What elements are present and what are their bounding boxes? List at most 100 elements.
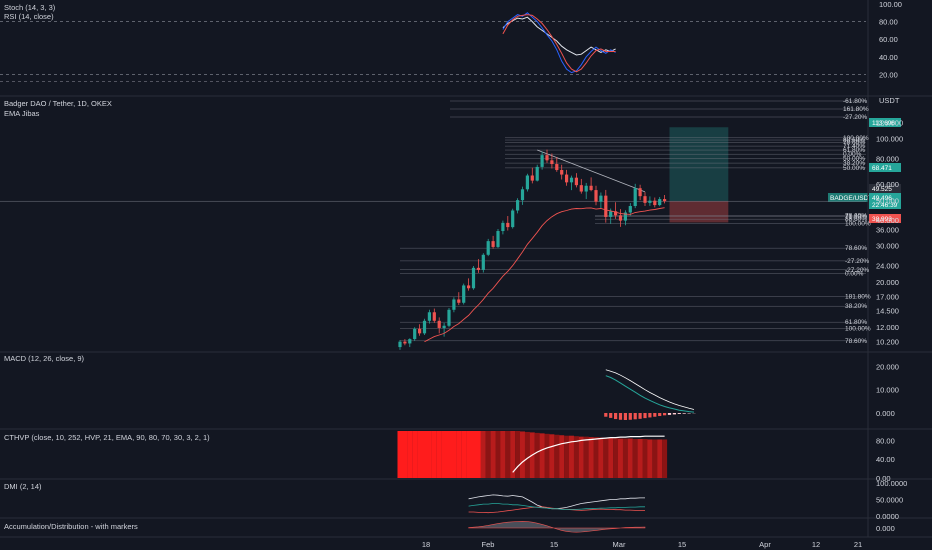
macd-histogram-bar (614, 413, 618, 420)
svg-text:38.993: 38.993 (872, 216, 892, 223)
candle-body (398, 341, 402, 348)
fib-label-near: 71.40% (845, 214, 867, 221)
cthvp-bar (431, 431, 437, 478)
macd-histogram-bar (672, 413, 676, 415)
fib-label-lower: 38.20% (845, 303, 867, 310)
candle-body (422, 320, 427, 334)
time-tick: 18 (422, 540, 430, 549)
macd-histogram-bar (682, 413, 686, 414)
price-tick: 36.000 (876, 226, 899, 235)
candle-body (481, 254, 485, 270)
cthvp-bar (412, 431, 418, 478)
cthvp-bar (569, 435, 574, 478)
candle-body (565, 174, 569, 183)
cthvp-bar (456, 431, 462, 478)
cthvp-bar (662, 439, 668, 478)
candle-body (663, 199, 667, 202)
time-tick: Apr (759, 540, 771, 549)
fib-label-upper: 88.60% (843, 137, 865, 144)
candle-body (609, 211, 613, 217)
cthvp-bar (657, 439, 663, 478)
cthvp-bar (627, 438, 633, 478)
macd-title: MACD (12, 26, close, 9) (4, 354, 85, 363)
cthvp-bar (422, 431, 427, 478)
cthvp-bar (618, 438, 623, 478)
cthvp-bar (446, 431, 452, 478)
candle-body (530, 175, 534, 181)
candle-body (525, 175, 529, 190)
cthvp-bar (402, 431, 408, 478)
price-tag-stop: 38.993 (869, 214, 901, 223)
ad-title: Accumulation/Distribution - with markers (4, 522, 138, 531)
candle-body (589, 185, 593, 191)
main-subtitle: EMA Jibas (4, 109, 40, 118)
time-tick: Mar (613, 540, 626, 549)
cthvp-bar (632, 438, 638, 478)
macd-signal-line (605, 369, 695, 410)
cthvp-bar (485, 431, 491, 478)
cthvp-bar (578, 436, 584, 478)
macd-tick: 10.000 (876, 386, 899, 395)
candle-body (496, 231, 500, 247)
fib-label-upper: 38.20% (843, 160, 865, 167)
time-tick: 15 (678, 540, 686, 549)
price-tick: 20.000 (876, 278, 899, 287)
candle-body (648, 200, 652, 203)
fib-label-upper: 71.40% (843, 143, 865, 150)
cthvp-bar (490, 431, 496, 478)
time-tick: 15 (550, 540, 558, 549)
fib-label-lower: 181.80% (845, 293, 871, 300)
price-tick: 100.000 (876, 135, 903, 144)
candle-body (437, 320, 441, 328)
macd-histogram-bar (667, 413, 672, 415)
fib-label-upper: 100.00% (843, 135, 869, 142)
cthvp-bar (451, 431, 457, 478)
candle-body (413, 328, 417, 340)
cthvp-bar (608, 438, 614, 478)
fib-label-upper: 161.80% (843, 106, 869, 113)
fib-label-upper: -27.20% (843, 114, 867, 121)
cthvp-bar (583, 436, 589, 478)
cthvp-bar (466, 431, 472, 478)
stoch-tick: 40.00 (879, 53, 898, 62)
macd-histogram-bar (648, 413, 652, 418)
trend-line (537, 149, 646, 193)
candle-body (462, 285, 466, 303)
cthvp-tick: 80.00 (876, 436, 895, 445)
cthvp-bar (407, 431, 413, 478)
time-tick: Feb (482, 540, 495, 549)
cthvp-title: CTHVP (close, 10, 252, HVP, 21, EMA, 90,… (4, 433, 210, 442)
cthvp-bar (500, 431, 506, 478)
macd-histogram-bar (677, 413, 681, 414)
price-tick: 30.000 (876, 242, 899, 251)
price-tag-current: 49.525 (869, 184, 901, 193)
cthvp-bar (534, 432, 540, 478)
candle-body (516, 200, 520, 211)
fib-label-lower: 100.00% (845, 326, 871, 333)
cthvp-bar (417, 431, 423, 478)
cthvp-bar (559, 435, 565, 478)
cthvp-tick: 0.00 (876, 474, 891, 483)
macd-histogram-bar (623, 413, 627, 420)
fib-label-lower: 78.60% (845, 338, 867, 345)
svg-text:49.525: 49.525 (872, 186, 892, 193)
fib-label-lower: -27.20% (845, 258, 869, 265)
price-tick: 50.000 (876, 196, 899, 205)
candle-body (511, 210, 515, 228)
candle-body (535, 166, 539, 181)
fib-label-upper: 0.00% (843, 151, 862, 158)
stoch-d-line (502, 14, 616, 73)
candle-body (574, 177, 578, 186)
cthvp-bar (436, 431, 442, 478)
candle-body (486, 241, 490, 255)
candle-body (633, 188, 637, 207)
fib-label-near: 88.60% (845, 216, 867, 223)
macd-histogram-bar (658, 413, 662, 417)
candle-body (658, 199, 662, 206)
candle-body (584, 185, 588, 192)
cthvp-bar (554, 434, 560, 478)
candle-body (442, 325, 446, 328)
badge-countdown: 22:46:39 (872, 202, 898, 209)
